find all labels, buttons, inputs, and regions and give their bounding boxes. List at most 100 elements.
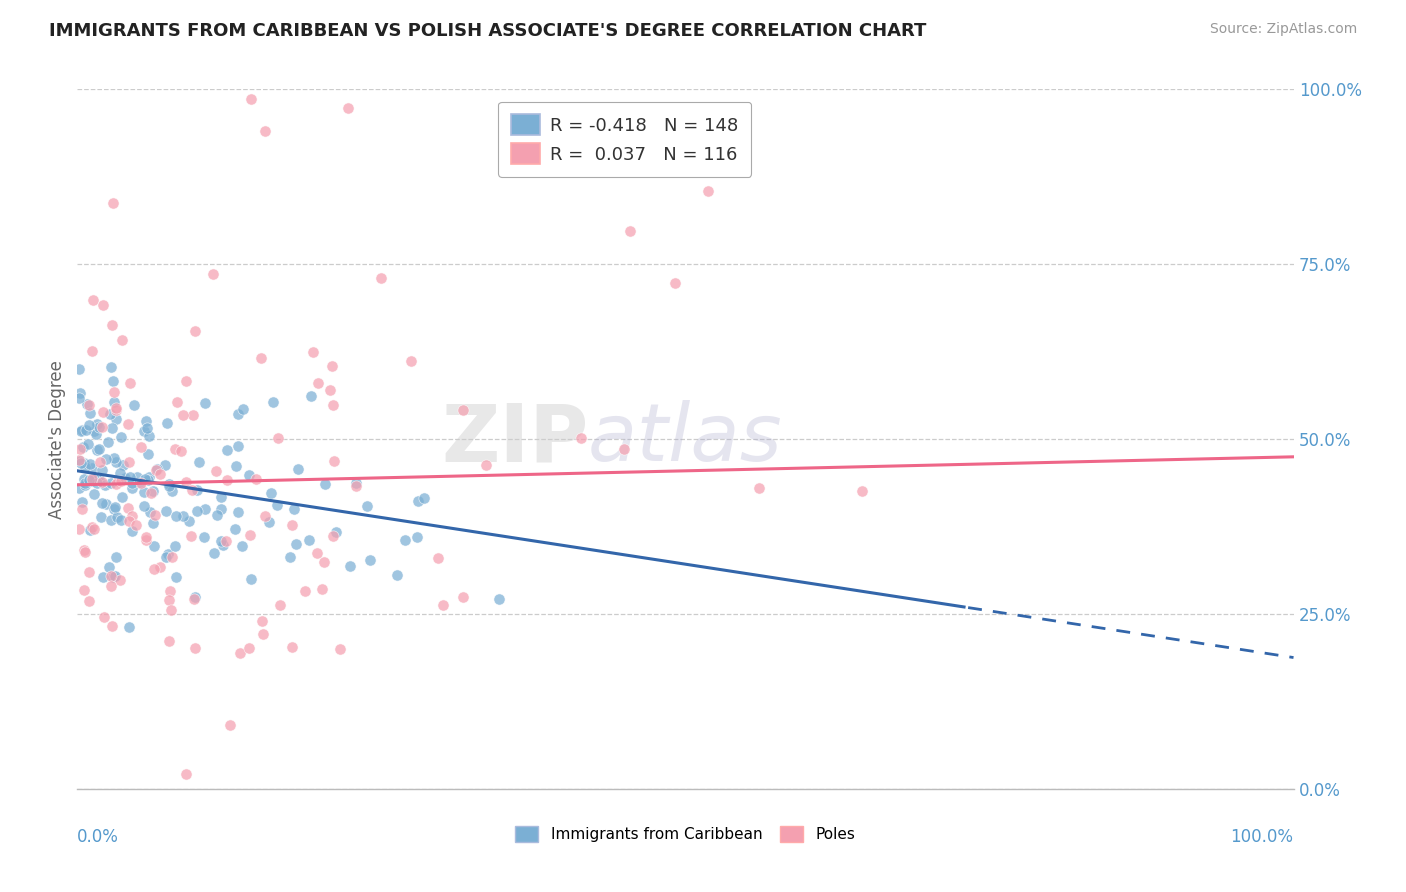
Point: [209, 533, 232, 548]
Point: [121, 482, 143, 496]
Point: [100, 476, 122, 491]
Point: [83, 486, 105, 500]
Point: [104, 549, 127, 564]
Point: [73, 545, 96, 559]
Point: [89, 455, 111, 469]
Point: [138, 473, 160, 487]
Point: [70, 502, 93, 516]
Point: [401, 353, 423, 368]
Point: [101, 318, 124, 333]
Point: [125, 470, 148, 484]
Point: [111, 490, 134, 504]
Point: [238, 641, 260, 656]
Point: [266, 498, 288, 512]
Point: [186, 504, 208, 518]
Point: [172, 408, 194, 422]
Point: [226, 407, 249, 421]
Point: [325, 524, 347, 539]
Point: [239, 528, 262, 542]
Point: [73, 472, 96, 486]
Point: [488, 592, 510, 607]
Point: [184, 324, 207, 338]
Point: [165, 442, 187, 456]
Point: [215, 443, 238, 458]
Point: [194, 502, 217, 516]
Point: [229, 646, 252, 660]
Text: atlas: atlas: [588, 401, 783, 478]
Point: [176, 766, 198, 780]
Point: [105, 411, 128, 425]
Point: [129, 440, 152, 454]
Point: [157, 633, 180, 648]
Point: [394, 533, 416, 548]
Point: [157, 547, 180, 561]
Point: [114, 471, 136, 485]
Point: [344, 475, 367, 490]
Point: [86, 442, 108, 457]
Point: [245, 472, 267, 486]
Text: ZIP: ZIP: [441, 401, 588, 478]
Point: [205, 508, 228, 522]
Point: [179, 514, 201, 528]
Point: [451, 590, 474, 604]
Point: [107, 510, 129, 524]
Point: [406, 493, 429, 508]
Point: [86, 417, 108, 432]
Point: [77, 437, 100, 451]
Point: [136, 447, 159, 461]
Point: [169, 444, 191, 458]
Point: [240, 572, 263, 586]
Point: [67, 523, 90, 537]
Point: [118, 620, 141, 634]
Point: [82, 460, 104, 475]
Point: [67, 452, 90, 467]
Point: [226, 505, 249, 519]
Point: [218, 718, 240, 732]
Point: [128, 475, 150, 490]
Point: [142, 483, 165, 498]
Point: [91, 570, 114, 584]
Point: [87, 442, 110, 457]
Point: [359, 553, 381, 567]
Point: [143, 539, 166, 553]
Point: [135, 533, 157, 548]
Point: [80, 520, 103, 534]
Point: [101, 618, 124, 632]
Point: [100, 579, 122, 593]
Point: [311, 582, 333, 596]
Point: [117, 417, 139, 431]
Text: IMMIGRANTS FROM CARIBBEAN VS POLISH ASSOCIATE'S DEGREE CORRELATION CHART: IMMIGRANTS FROM CARIBBEAN VS POLISH ASSO…: [49, 22, 927, 40]
Point: [103, 450, 125, 465]
Point: [181, 483, 204, 497]
Point: [181, 408, 204, 422]
Point: [131, 475, 153, 490]
Point: [202, 546, 225, 560]
Point: [121, 509, 143, 524]
Point: [73, 582, 96, 597]
Point: [76, 397, 98, 411]
Point: [201, 267, 224, 281]
Point: [138, 470, 160, 484]
Point: [160, 603, 183, 617]
Point: [432, 598, 454, 612]
Point: [211, 538, 233, 552]
Point: [69, 386, 91, 401]
Point: [100, 569, 122, 583]
Point: [118, 455, 141, 469]
Point: [186, 483, 208, 498]
Point: [307, 546, 329, 560]
Point: [413, 491, 436, 505]
Point: [69, 424, 91, 438]
Point: [337, 101, 360, 115]
Point: [101, 195, 124, 210]
Point: [174, 475, 197, 489]
Point: [217, 473, 239, 487]
Point: [73, 475, 96, 490]
Point: [93, 610, 115, 624]
Point: [135, 414, 157, 428]
Point: [90, 420, 112, 434]
Point: [322, 529, 344, 543]
Text: 100.0%: 100.0%: [1230, 828, 1294, 846]
Point: [252, 627, 274, 641]
Point: [165, 509, 187, 524]
